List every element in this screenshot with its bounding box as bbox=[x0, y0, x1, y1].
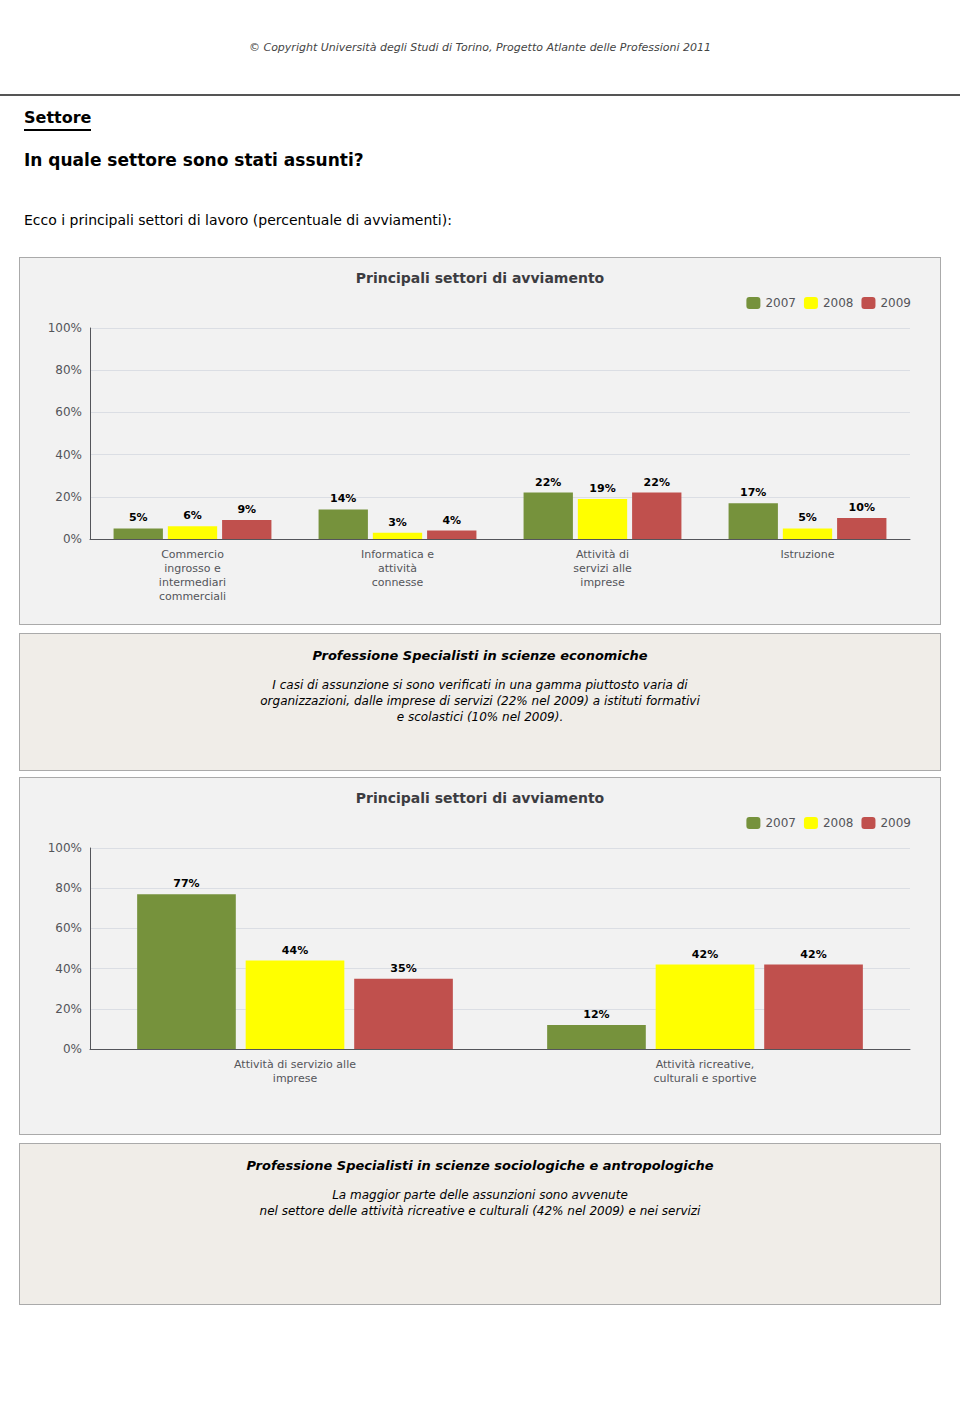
svg-text:Principali settori di avviamen: Principali settori di avviamento bbox=[356, 790, 605, 806]
svg-text:2009: 2009 bbox=[880, 816, 911, 830]
svg-text:Attività ricreative,: Attività ricreative, bbox=[656, 1058, 755, 1071]
svg-text:19%: 19% bbox=[589, 482, 615, 495]
html-text:La maggior parte delle assunzi: La maggior parte delle assunzioni sono a… bbox=[259, 1188, 701, 1219]
svg-text:14%: 14% bbox=[330, 492, 356, 505]
svg-text:60%: 60% bbox=[55, 405, 82, 419]
svg-text:100%: 100% bbox=[48, 321, 82, 335]
svg-text:60%: 60% bbox=[55, 921, 82, 935]
svg-text:culturali e sportive: culturali e sportive bbox=[653, 1072, 756, 1085]
svg-text:2009: 2009 bbox=[880, 296, 911, 310]
svg-text:Attività di: Attività di bbox=[576, 548, 629, 561]
svg-text:2008: 2008 bbox=[823, 296, 854, 310]
html-text:© Copyright Università degli S: © Copyright Università degli Studi di To… bbox=[249, 40, 711, 54]
svg-text:22%: 22% bbox=[644, 476, 670, 489]
svg-text:40%: 40% bbox=[55, 448, 82, 462]
svg-text:20%: 20% bbox=[55, 490, 82, 504]
svg-text:42%: 42% bbox=[800, 948, 826, 961]
svg-text:Commercio: Commercio bbox=[161, 548, 224, 561]
svg-text:22%: 22% bbox=[535, 476, 561, 489]
svg-text:3%: 3% bbox=[388, 516, 407, 529]
svg-text:ingrosso e: ingrosso e bbox=[164, 562, 221, 575]
svg-text:80%: 80% bbox=[55, 363, 82, 377]
svg-text:2008: 2008 bbox=[823, 816, 854, 830]
svg-text:2007: 2007 bbox=[765, 296, 796, 310]
svg-text:17%: 17% bbox=[740, 486, 766, 499]
html-text:Settore: Settore bbox=[24, 108, 92, 127]
svg-text:Istruzione: Istruzione bbox=[780, 548, 834, 561]
svg-text:5%: 5% bbox=[129, 511, 148, 524]
html-text:I casi di assunzione si sono v: I casi di assunzione si sono verificati … bbox=[260, 678, 700, 725]
svg-text:42%: 42% bbox=[692, 948, 718, 961]
svg-text:44%: 44% bbox=[282, 944, 308, 957]
svg-text:0%: 0% bbox=[63, 532, 82, 546]
html-text:In quale settore sono stati as: In quale settore sono stati assunti? bbox=[24, 150, 364, 170]
svg-text:connesse: connesse bbox=[372, 576, 424, 589]
svg-text:6%: 6% bbox=[183, 509, 202, 522]
html-text:Professione Specialisti in sci: Professione Specialisti in scienze socio… bbox=[246, 1158, 714, 1173]
svg-text:20%: 20% bbox=[55, 1002, 82, 1016]
svg-text:5%: 5% bbox=[798, 511, 817, 524]
svg-text:commerciali: commerciali bbox=[159, 590, 226, 603]
svg-text:10%: 10% bbox=[849, 501, 875, 514]
svg-text:12%: 12% bbox=[583, 1008, 609, 1021]
svg-text:77%: 77% bbox=[173, 877, 199, 890]
svg-text:servizi alle: servizi alle bbox=[573, 562, 632, 575]
svg-text:imprese: imprese bbox=[273, 1072, 318, 1085]
svg-text:2007: 2007 bbox=[765, 816, 796, 830]
svg-text:35%: 35% bbox=[390, 962, 416, 975]
svg-text:Attività di servizio alle: Attività di servizio alle bbox=[234, 1058, 356, 1071]
html-text:Professione Specialisti in sci: Professione Specialisti in scienze econo… bbox=[312, 648, 648, 663]
html-text:Ecco i principali settori di l: Ecco i principali settori di lavoro (per… bbox=[24, 212, 452, 228]
svg-text:0%: 0% bbox=[63, 1042, 82, 1056]
svg-text:40%: 40% bbox=[55, 962, 82, 976]
svg-text:80%: 80% bbox=[55, 881, 82, 895]
svg-text:imprese: imprese bbox=[580, 576, 625, 589]
svg-text:9%: 9% bbox=[237, 503, 256, 516]
svg-text:attività: attività bbox=[378, 562, 417, 575]
svg-text:intermediari: intermediari bbox=[159, 576, 226, 589]
svg-text:Informatica e: Informatica e bbox=[361, 548, 434, 561]
svg-text:4%: 4% bbox=[442, 514, 461, 527]
svg-text:Principali settori di avviamen: Principali settori di avviamento bbox=[356, 270, 605, 286]
svg-text:100%: 100% bbox=[48, 841, 82, 855]
